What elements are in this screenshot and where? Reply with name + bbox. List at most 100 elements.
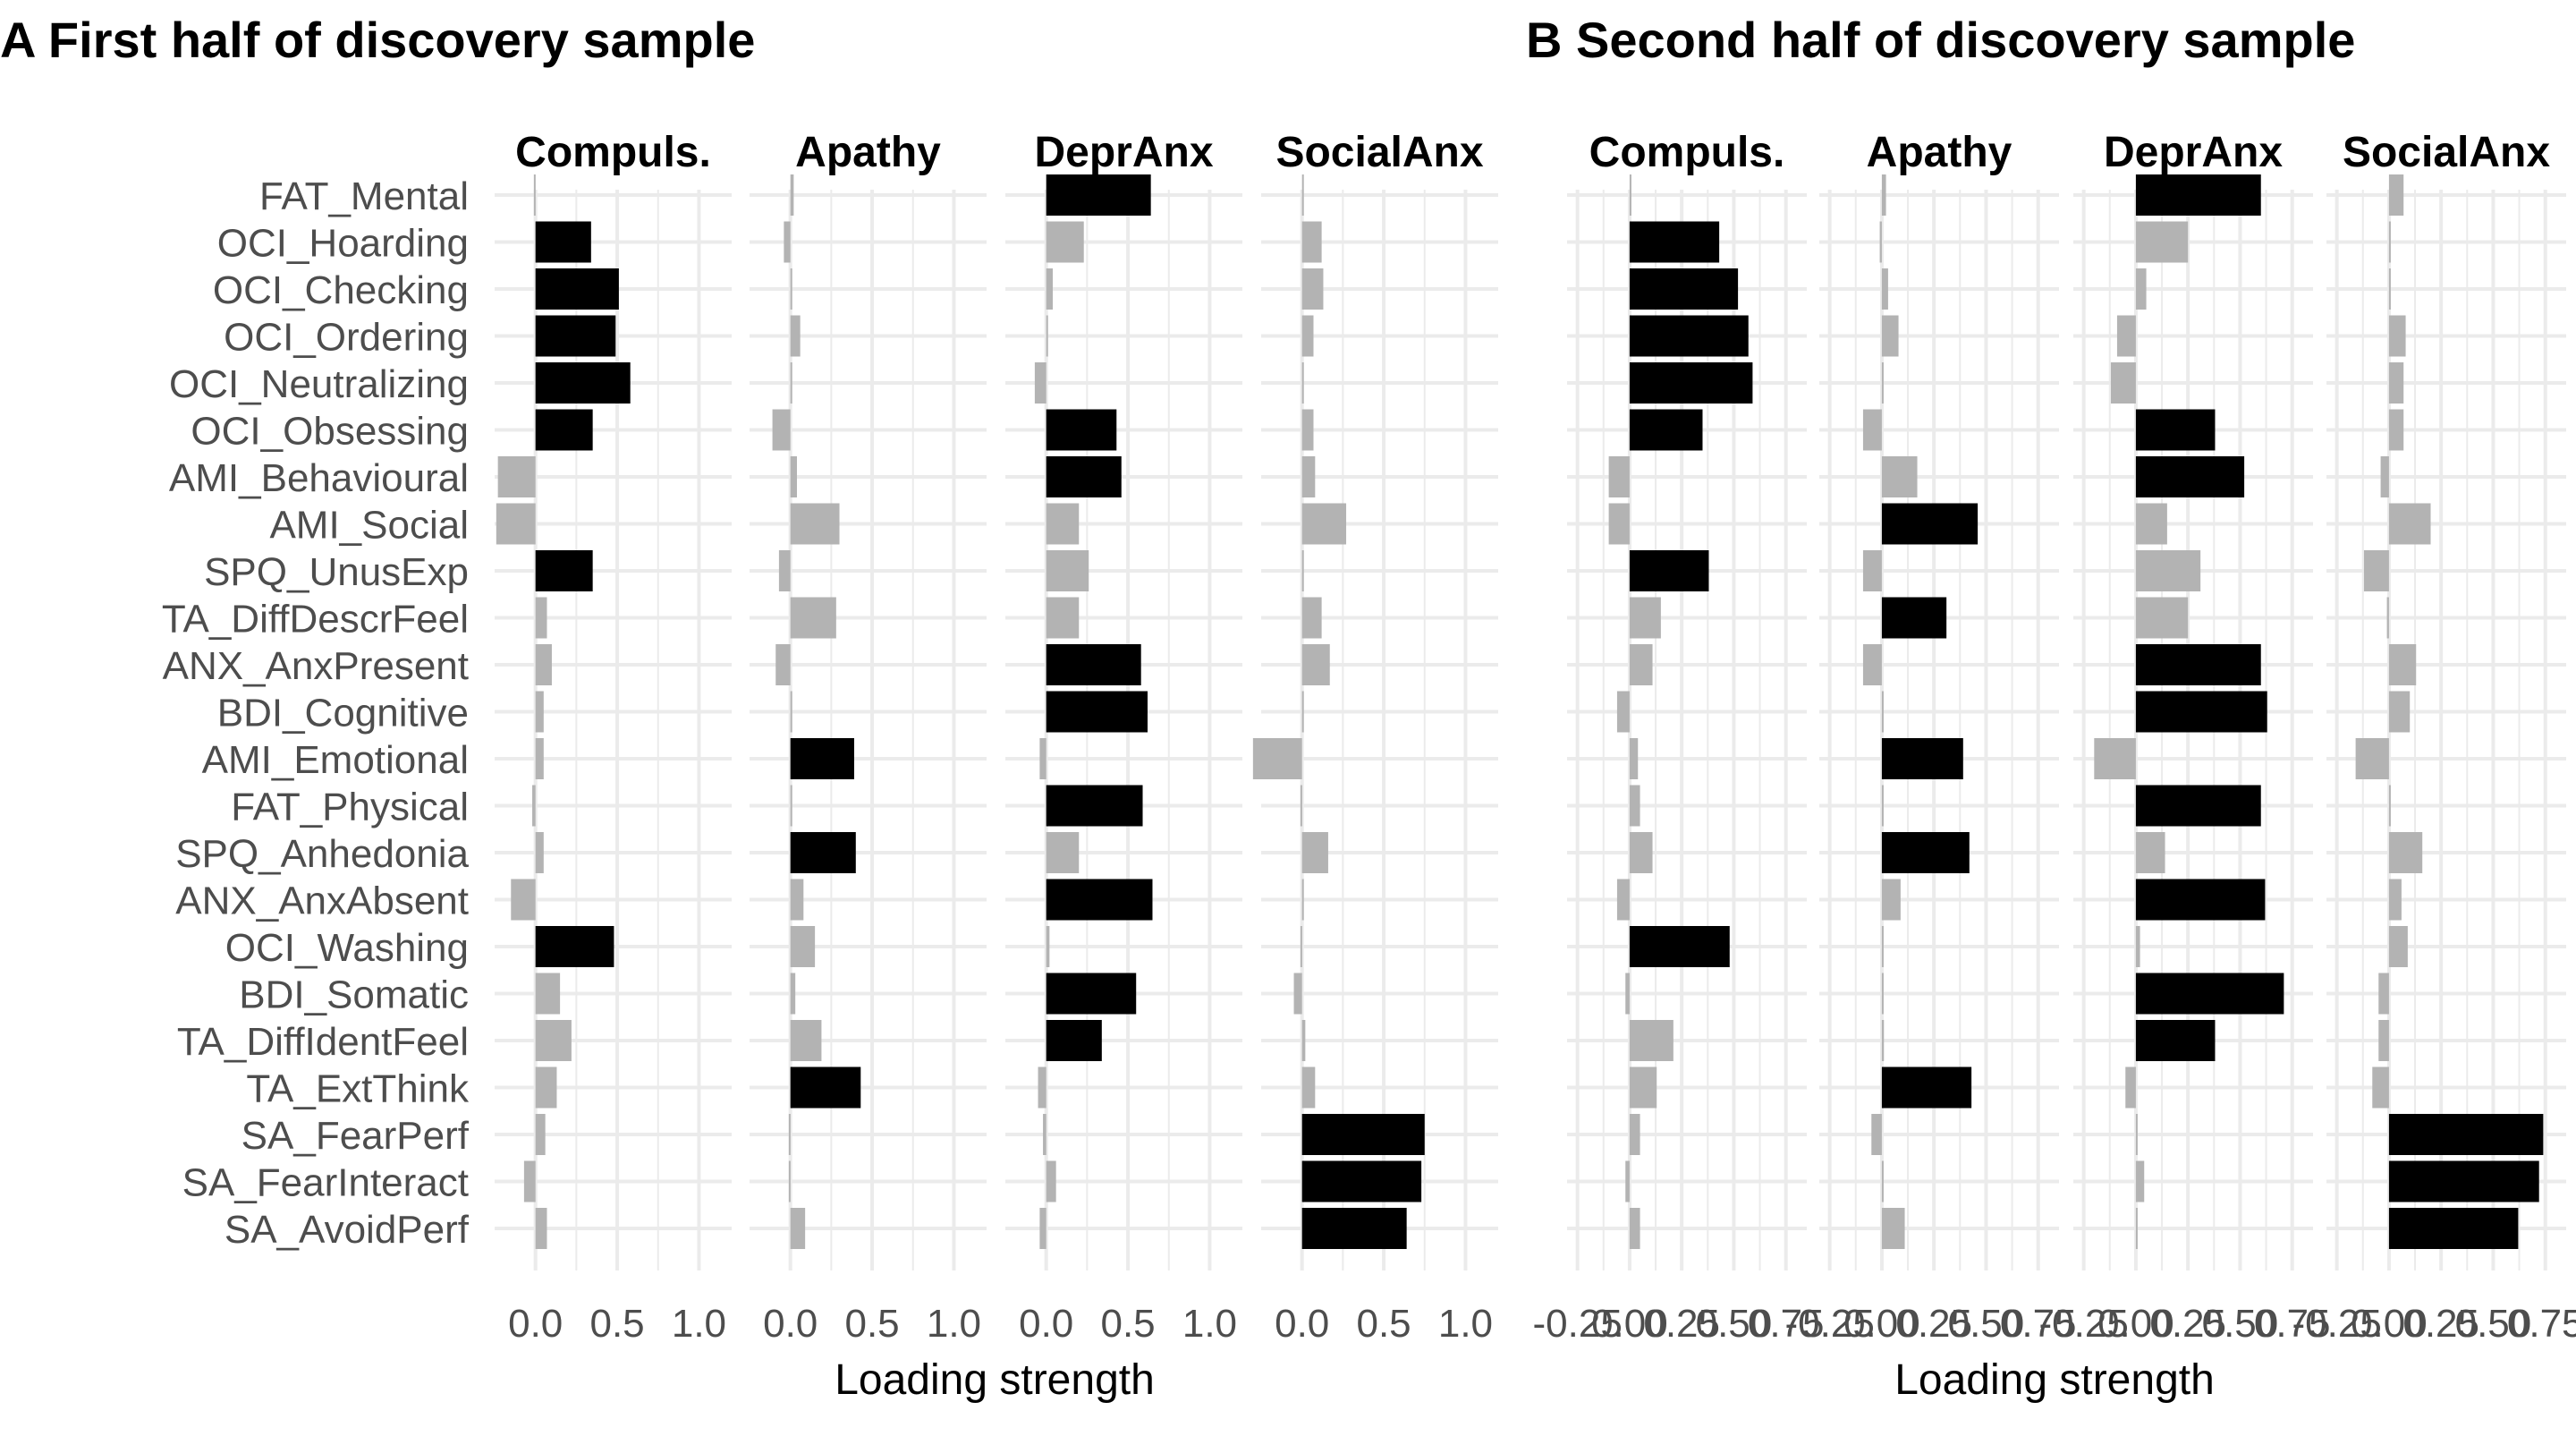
- bar-SA_FearInteract: [1301, 1160, 1422, 1202]
- bar-SA_FearInteract: [1046, 1160, 1056, 1202]
- bar-TA_DiffIdentFeel: [1629, 1020, 1674, 1061]
- bar-BDI_Cognitive: [2135, 691, 2267, 733]
- bar-BDI_Somatic: [2135, 973, 2284, 1015]
- bar-AMI_Emotional: [1881, 738, 1963, 779]
- bar-OCI_Hoarding: [2135, 221, 2189, 263]
- bar-ANX_AnxAbsent: [2388, 879, 2402, 921]
- bar-AMI_Behavioural: [1301, 456, 1316, 497]
- y-tick-label: BDI_Somatic: [239, 973, 469, 1017]
- bar-BDI_Somatic: [1046, 973, 1137, 1015]
- bar-OCI_Washing: [2135, 926, 2140, 967]
- bar-OCI_Ordering: [1301, 315, 1314, 357]
- x-tick-label: 0.75: [2507, 1302, 2576, 1346]
- bar-OCI_Hoarding: [535, 221, 591, 263]
- bar-FAT_Mental: [1046, 174, 1151, 216]
- x-tick-label: 1.0: [1438, 1302, 1493, 1346]
- bar-AMI_Social: [2388, 503, 2431, 545]
- bar-AMI_Behavioural: [790, 456, 797, 497]
- x-tick-label: 0.25: [2149, 1302, 2226, 1346]
- bar-AMI_Social: [1608, 503, 1630, 545]
- bar-TA_DiffIdentFeel: [790, 1020, 822, 1061]
- bar-OCI_Neutralizing: [790, 362, 792, 404]
- bar-ANX_AnxPresent: [2135, 644, 2261, 685]
- y-tick-label: SA_FearPerf: [242, 1114, 470, 1158]
- bar-TA_DiffIdentFeel: [1301, 1020, 1306, 1061]
- bar-OCI_Obsessing: [1862, 409, 1882, 451]
- bar-AMI_Emotional: [1629, 738, 1639, 779]
- y-tick-label: FAT_Physical: [231, 786, 469, 829]
- bar-TA_DiffDescrFeel: [2386, 597, 2389, 639]
- x-tick-label: 0.0: [1019, 1302, 1073, 1346]
- bar-ANX_AnxAbsent: [790, 879, 804, 921]
- facet-title: SocialAnx: [2343, 129, 2550, 176]
- y-tick-label: SA_AvoidPerf: [225, 1208, 470, 1252]
- bar-TA_DiffDescrFeel: [2135, 597, 2189, 639]
- x-tick-label: 0.25: [1895, 1302, 1972, 1346]
- y-tick-label: FAT_Mental: [259, 174, 469, 218]
- bar-OCI_Washing: [1629, 926, 1730, 967]
- bar-OCI_Obsessing: [2135, 409, 2216, 451]
- bar-ANX_AnxAbsent: [1046, 879, 1153, 921]
- bar-FAT_Mental: [1881, 174, 1886, 216]
- x-tick-label: 0.0: [1275, 1302, 1329, 1346]
- bar-OCI_Neutralizing: [1034, 362, 1046, 404]
- bar-ANX_AnxPresent: [535, 644, 552, 685]
- bar-SA_FearInteract: [2388, 1160, 2539, 1202]
- bar-TA_ExtThink: [1038, 1066, 1046, 1109]
- bar-TA_ExtThink: [790, 1066, 861, 1109]
- bar-OCI_Ordering: [1881, 315, 1899, 357]
- bar-SA_FearPerf: [535, 1114, 546, 1155]
- bar-FAT_Physical: [1300, 785, 1302, 827]
- bar-AMI_Social: [790, 503, 840, 545]
- bar-AMI_Behavioural: [2380, 456, 2389, 497]
- x-tick-label: 0.25: [2402, 1302, 2479, 1346]
- bar-OCI_Checking: [1629, 268, 1739, 310]
- bar-BDI_Somatic: [1881, 973, 1884, 1015]
- bar-BDI_Cognitive: [1301, 691, 1304, 733]
- bar-OCI_Checking: [1301, 268, 1324, 310]
- facet-title: SocialAnx: [1275, 129, 1483, 176]
- bar-OCI_Hoarding: [784, 221, 791, 263]
- bar-FAT_Physical: [2388, 785, 2391, 827]
- panel-title-b: B Second half of discovery sample: [1526, 12, 2355, 68]
- bar-SPQ_Anhedonia: [1629, 832, 1653, 873]
- x-tick-label: 0.50: [1948, 1302, 2025, 1346]
- facet-title: Compuls.: [1589, 129, 1785, 176]
- bar-BDI_Cognitive: [1616, 691, 1630, 733]
- bar-AMI_Social: [496, 503, 536, 545]
- bar-ANX_AnxAbsent: [1301, 879, 1304, 921]
- x-tick-label: 0.5: [1356, 1302, 1411, 1346]
- y-tick-label: ANX_AnxPresent: [163, 644, 469, 688]
- bar-FAT_Mental: [2388, 174, 2404, 216]
- bar-BDI_Somatic: [790, 973, 796, 1015]
- bar-TA_ExtThink: [2125, 1066, 2136, 1109]
- bar-FAT_Mental: [1629, 174, 1631, 216]
- x-tick-label: -0.25: [1785, 1302, 1875, 1346]
- x-tick-label: 0.00: [2097, 1302, 2174, 1346]
- bar-SPQ_Anhedonia: [1046, 832, 1080, 873]
- bar-BDI_Somatic: [1625, 973, 1630, 1015]
- bar-SA_FearPerf: [2135, 1114, 2138, 1155]
- bar-SA_AvoidPerf: [2388, 1208, 2519, 1249]
- bar-OCI_Ordering: [2116, 315, 2136, 357]
- bar-FAT_Physical: [790, 785, 792, 827]
- x-tick-label: -0.25: [2039, 1302, 2129, 1346]
- bar-FAT_Mental: [1301, 174, 1304, 216]
- x-tick-label: 0.50: [2202, 1302, 2279, 1346]
- x-tick-label: 0.00: [1843, 1302, 1920, 1346]
- bar-TA_DiffIdentFeel: [2135, 1020, 2216, 1061]
- bar-AMI_Emotional: [1039, 738, 1046, 779]
- facet-0-2: DeprAnx 0.0 0.5 1.0: [1005, 129, 1242, 1346]
- bar-TA_DiffDescrFeel: [1301, 597, 1322, 639]
- facet-1-0: Compuls. -0.250.000.250.500.75: [1533, 129, 1825, 1346]
- bar-ANX_AnxPresent: [775, 644, 791, 685]
- bar-BDI_Cognitive: [2388, 691, 2411, 733]
- bar-AMI_Behavioural: [497, 456, 536, 497]
- bar-SA_FearPerf: [788, 1114, 791, 1155]
- bar-OCI_Neutralizing: [1881, 362, 1884, 404]
- bar-SA_FearInteract: [1881, 1160, 1884, 1202]
- bar-FAT_Physical: [1629, 785, 1640, 827]
- bar-OCI_Obsessing: [2388, 409, 2404, 451]
- x-tick-label: 0.0: [763, 1302, 818, 1346]
- bar-TA_DiffIdentFeel: [1881, 1020, 1885, 1061]
